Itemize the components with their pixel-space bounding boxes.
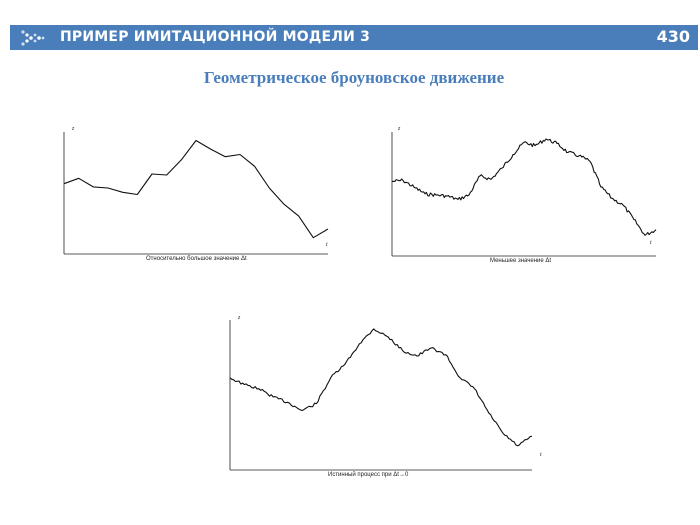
arrow-dots-icon — [21, 30, 45, 46]
plot-caption: Истинный процесс при Δt→0 — [328, 472, 409, 478]
plot-caption: Меньшее значение Δt — [490, 258, 552, 264]
plot-true-process-svg — [229, 320, 533, 471]
plot-smaller-dt-svg — [391, 132, 657, 257]
series-line — [229, 328, 533, 447]
x-axis-label: t — [650, 240, 652, 246]
x-axis-label: t — [326, 242, 328, 248]
series-line — [63, 139, 329, 239]
x-axis-label: t — [540, 452, 542, 458]
y-axis-label: z — [238, 315, 241, 321]
plot-smaller-dt: z t Меньшее значение Δt — [384, 124, 664, 274]
plot-true-process: z t Истинный процесс при Δt→0 — [222, 312, 542, 482]
series-line — [391, 138, 657, 236]
plot-caption: Относительно большое значение Δt — [146, 256, 247, 262]
plot-large-dt-svg — [63, 132, 329, 255]
header-bar: ПРИМЕР ИМИТАЦИОННОЙ МОДЕЛИ 3 430 — [10, 25, 698, 50]
slide-subtitle: Геометрическое броуновское движение — [203, 68, 505, 87]
slide-title: ПРИМЕР ИМИТАЦИОННОЙ МОДЕЛИ 3 — [60, 29, 371, 45]
slide-number: 430 — [656, 27, 690, 46]
plot-large-dt: z t Относительно большое значение Δt — [56, 124, 336, 274]
y-axis-label: z — [398, 126, 401, 132]
y-axis-label: z — [72, 126, 75, 132]
